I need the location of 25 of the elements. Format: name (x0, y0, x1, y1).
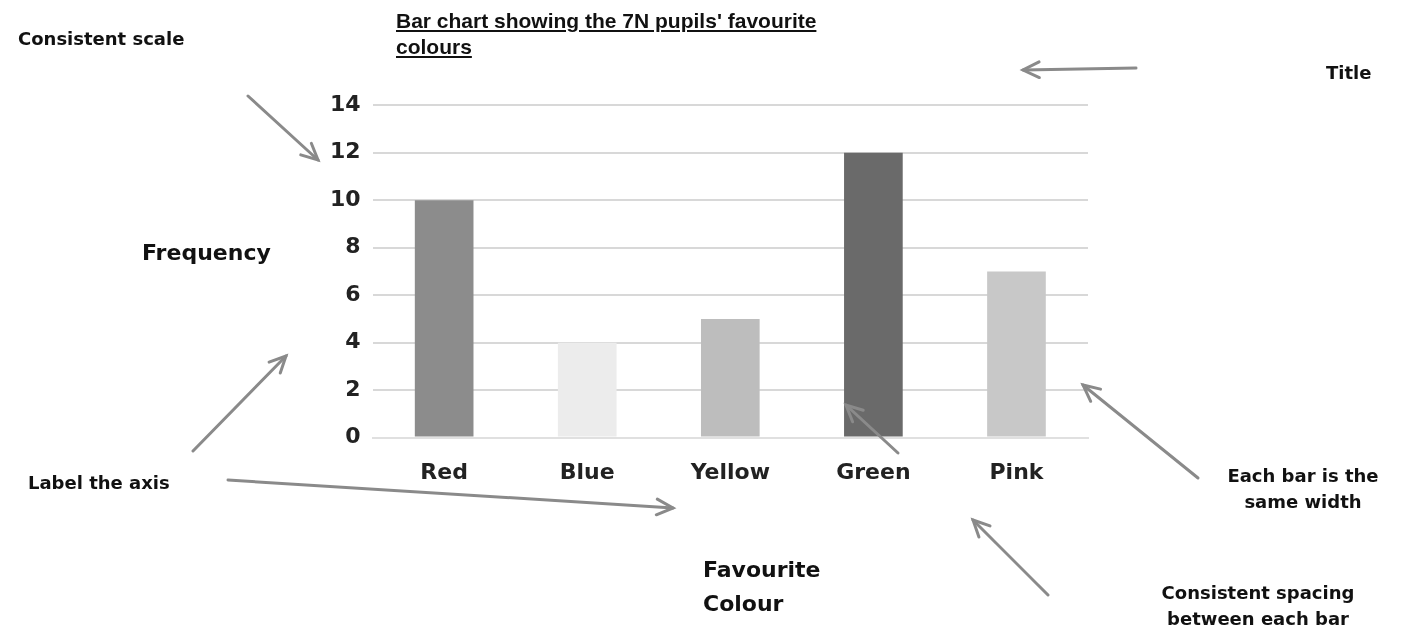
x-tick-label: Green (836, 458, 911, 484)
text: Label the axis (28, 471, 171, 495)
y-tick-label: 4 (345, 328, 361, 354)
y-tick-label: 12 (329, 138, 361, 164)
x-tick-label: Yellow (689, 458, 770, 484)
y-axis-title: Frequency (142, 240, 271, 265)
x-tick-label: Blue (559, 458, 615, 484)
y-tick-label: 6 (345, 280, 361, 306)
y-tick-label: 0 (345, 423, 361, 449)
chart-title: Bar chart showing the 7N pupils' favourite colours (396, 8, 818, 60)
x-tick-label: Red (420, 458, 468, 484)
text: Consistent scale (18, 27, 186, 51)
y-tick-label: 2 (345, 375, 361, 401)
bar (844, 152, 903, 437)
x-tick-label: Pink (989, 458, 1045, 484)
y-tick-label: 14 (329, 90, 361, 116)
x-axis-title: Favourite Colour (703, 556, 822, 618)
text: Each bar is the same width (1226, 464, 1380, 514)
text: Consistent spacing between each bar (1160, 581, 1356, 631)
bar (414, 200, 474, 437)
y-tick-label: 8 (345, 233, 361, 259)
bar (700, 318, 760, 437)
y-tick-label: 10 (329, 185, 361, 211)
text: Title (1326, 61, 1373, 85)
bar (987, 271, 1046, 437)
